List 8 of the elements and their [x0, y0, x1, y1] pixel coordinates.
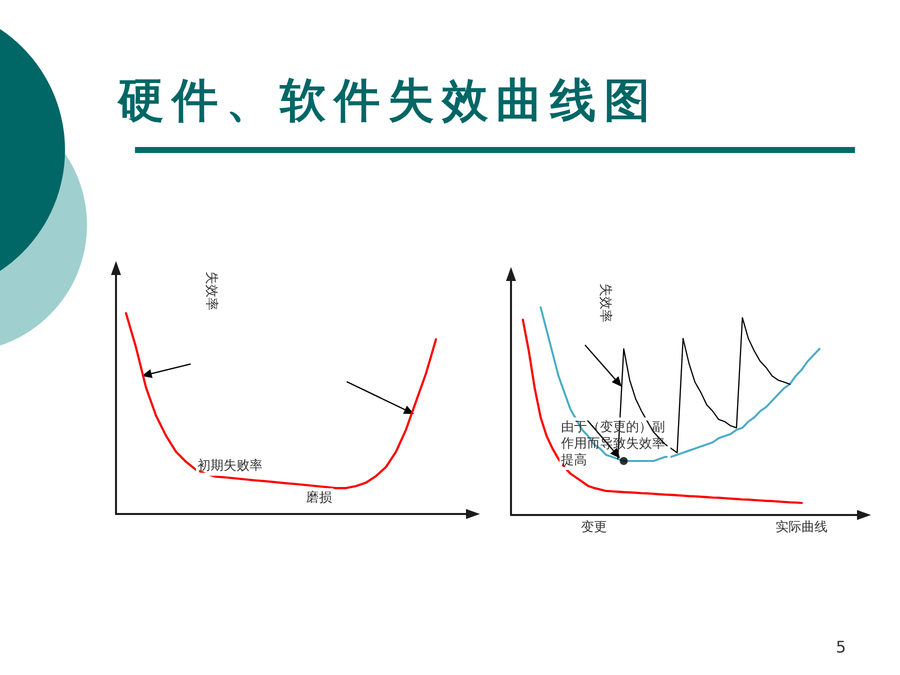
annotation: 初期失败率 — [198, 458, 262, 474]
x-tick-label: 变更 — [581, 520, 608, 535]
annotation: 磨损 — [306, 490, 332, 506]
y-axis-title: 失效率 — [598, 284, 614, 322]
chart-title: 硬件、软件失效曲线图 — [118, 72, 658, 128]
text: 5 — [836, 638, 846, 656]
x-tick-label: 实际曲线 — [776, 520, 828, 535]
y-axis-title: 失效率 — [204, 272, 220, 310]
